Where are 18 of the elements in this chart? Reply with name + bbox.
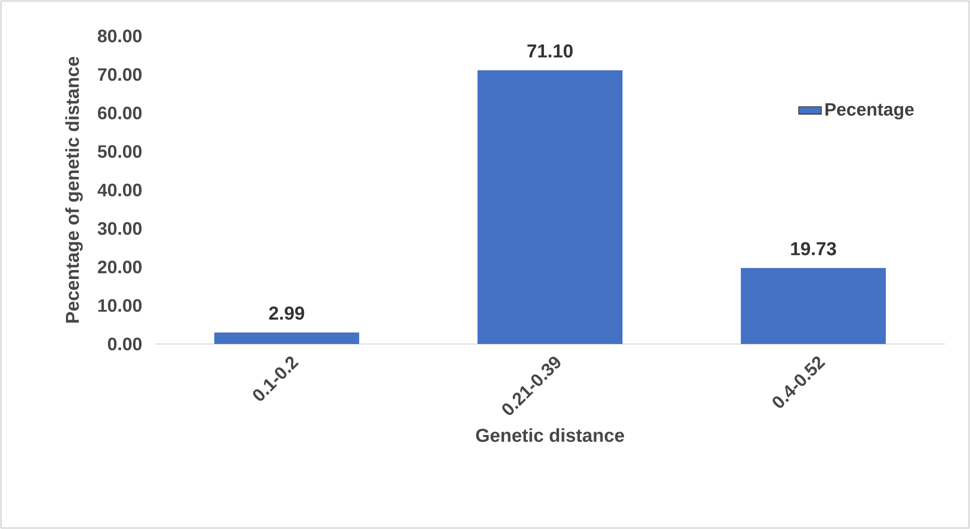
y-tick-label: 10.00 (98, 299, 142, 312)
y-tick-label: 50.00 (98, 145, 142, 158)
data-label: 71.10 (527, 44, 573, 58)
x-axis-title: Genetic distance (476, 428, 624, 442)
bar (214, 332, 360, 344)
legend-label: Pecentage (826, 103, 914, 120)
y-tick-label: 0.00 (108, 338, 142, 350)
y-tick-label: 70.00 (98, 68, 142, 81)
y-tick-label: 60.00 (98, 106, 142, 120)
data-label: 2.99 (269, 306, 304, 320)
y-tick-label: 40.00 (98, 184, 142, 196)
y-tick-label: 30.00 (98, 222, 142, 235)
bar (478, 70, 623, 344)
data-label: 19.73 (791, 242, 836, 256)
y-tick-label: 20.00 (98, 260, 142, 274)
y-axis-title: Pecentage of genetic distance (65, 56, 83, 323)
y-tick-label: 80.00 (98, 30, 142, 42)
bar (740, 268, 886, 344)
